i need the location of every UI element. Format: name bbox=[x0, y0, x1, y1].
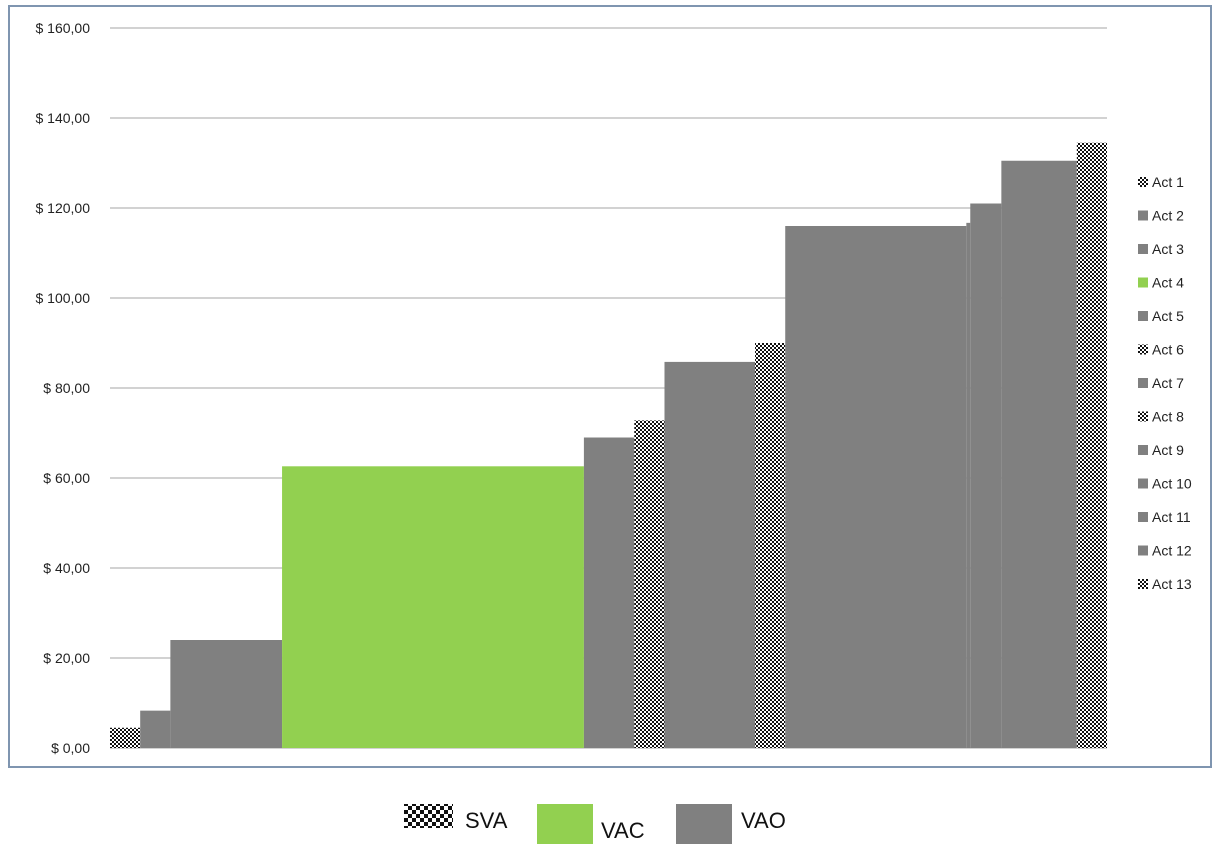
legend-label: Act 12 bbox=[1152, 543, 1192, 559]
y-axis-ticks: $ 0,00 $ 20,00 $ 40,00 $ 60,00 $ 80,00 $ 100,… bbox=[36, 20, 91, 756]
bars bbox=[110, 142, 1107, 749]
legend-label: Act 2 bbox=[1152, 208, 1184, 224]
bar-act-11 bbox=[970, 203, 1002, 748]
y-tick-label: $ 160,00 bbox=[36, 20, 91, 36]
y-tick-label: $ 0,00 bbox=[51, 740, 90, 756]
legend-label: Act 3 bbox=[1152, 241, 1184, 257]
legend-label: Act 7 bbox=[1152, 375, 1184, 391]
category-swatch-vao bbox=[676, 804, 732, 844]
legend-label: Act 4 bbox=[1152, 275, 1184, 291]
category-label-vao: VAO bbox=[741, 808, 786, 833]
y-tick-label: $ 20,00 bbox=[43, 650, 90, 666]
series-legend: Act 1 Act 2 Act 3 Act 4 Act 5 Act 6 Act 7 Act 8… bbox=[1138, 174, 1192, 592]
y-tick-label: $ 60,00 bbox=[43, 470, 90, 486]
legend-swatch-act-11 bbox=[1138, 512, 1148, 522]
category-label-sva: SVA bbox=[465, 808, 508, 833]
legend-swatch-act-2 bbox=[1138, 210, 1148, 221]
bar-act-12 bbox=[1001, 160, 1077, 748]
y-tick-label: $ 100,00 bbox=[36, 290, 91, 306]
chart-frame: $ 0,00 $ 20,00 $ 40,00 $ 60,00 $ 80,00 $ 100,… bbox=[8, 5, 1212, 768]
y-tick-label: $ 140,00 bbox=[36, 110, 91, 126]
category-swatch-vac bbox=[537, 804, 593, 844]
bar-act-1 bbox=[110, 727, 141, 748]
bar-act-4 bbox=[282, 466, 584, 748]
bar-act-10 bbox=[966, 222, 971, 749]
legend-swatch-act-9 bbox=[1138, 445, 1148, 455]
legend-label: Act 11 bbox=[1152, 509, 1191, 525]
legend-swatch-act-12 bbox=[1138, 545, 1148, 556]
legend-swatch-act-8 bbox=[1138, 411, 1148, 422]
legend-swatch-act-3 bbox=[1138, 244, 1148, 254]
legend-swatch-act-4 bbox=[1138, 277, 1148, 288]
bar-act-7 bbox=[664, 361, 756, 748]
bar-act-13 bbox=[1076, 142, 1107, 748]
legend-label: Act 5 bbox=[1152, 308, 1184, 324]
legend-swatch-act-6 bbox=[1138, 344, 1148, 355]
bar-act-2 bbox=[140, 710, 171, 748]
chart-svg: $ 0,00 $ 20,00 $ 40,00 $ 60,00 $ 80,00 $ 100,… bbox=[36, 20, 1192, 756]
legend-swatch-act-5 bbox=[1138, 311, 1148, 321]
bar-act-6 bbox=[634, 420, 665, 748]
bar-act-9 bbox=[785, 226, 967, 748]
category-swatch-sva bbox=[404, 804, 453, 828]
legend-swatch-act-7 bbox=[1138, 378, 1148, 388]
legend-label: Act 6 bbox=[1152, 342, 1184, 358]
bar-act-5 bbox=[583, 437, 635, 748]
legend-label: Act 8 bbox=[1152, 409, 1184, 425]
bar-act-3 bbox=[170, 640, 283, 748]
bar-act-8 bbox=[755, 343, 786, 748]
legend-swatch-act-10 bbox=[1138, 478, 1148, 489]
legend-swatch-act-13 bbox=[1138, 579, 1148, 589]
legend-swatch-act-1 bbox=[1138, 177, 1148, 187]
y-tick-label: $ 40,00 bbox=[43, 560, 90, 576]
category-label-vac: VAC bbox=[601, 818, 645, 843]
y-tick-label: $ 120,00 bbox=[36, 200, 91, 216]
legend-label: Act 1 bbox=[1152, 174, 1184, 190]
legend-label: Act 9 bbox=[1152, 442, 1184, 458]
legend-label: Act 10 bbox=[1152, 476, 1192, 492]
category-legend: SVA VAC VAO bbox=[404, 804, 786, 844]
legend-label: Act 13 bbox=[1152, 576, 1192, 592]
y-tick-label: $ 80,00 bbox=[43, 380, 90, 396]
